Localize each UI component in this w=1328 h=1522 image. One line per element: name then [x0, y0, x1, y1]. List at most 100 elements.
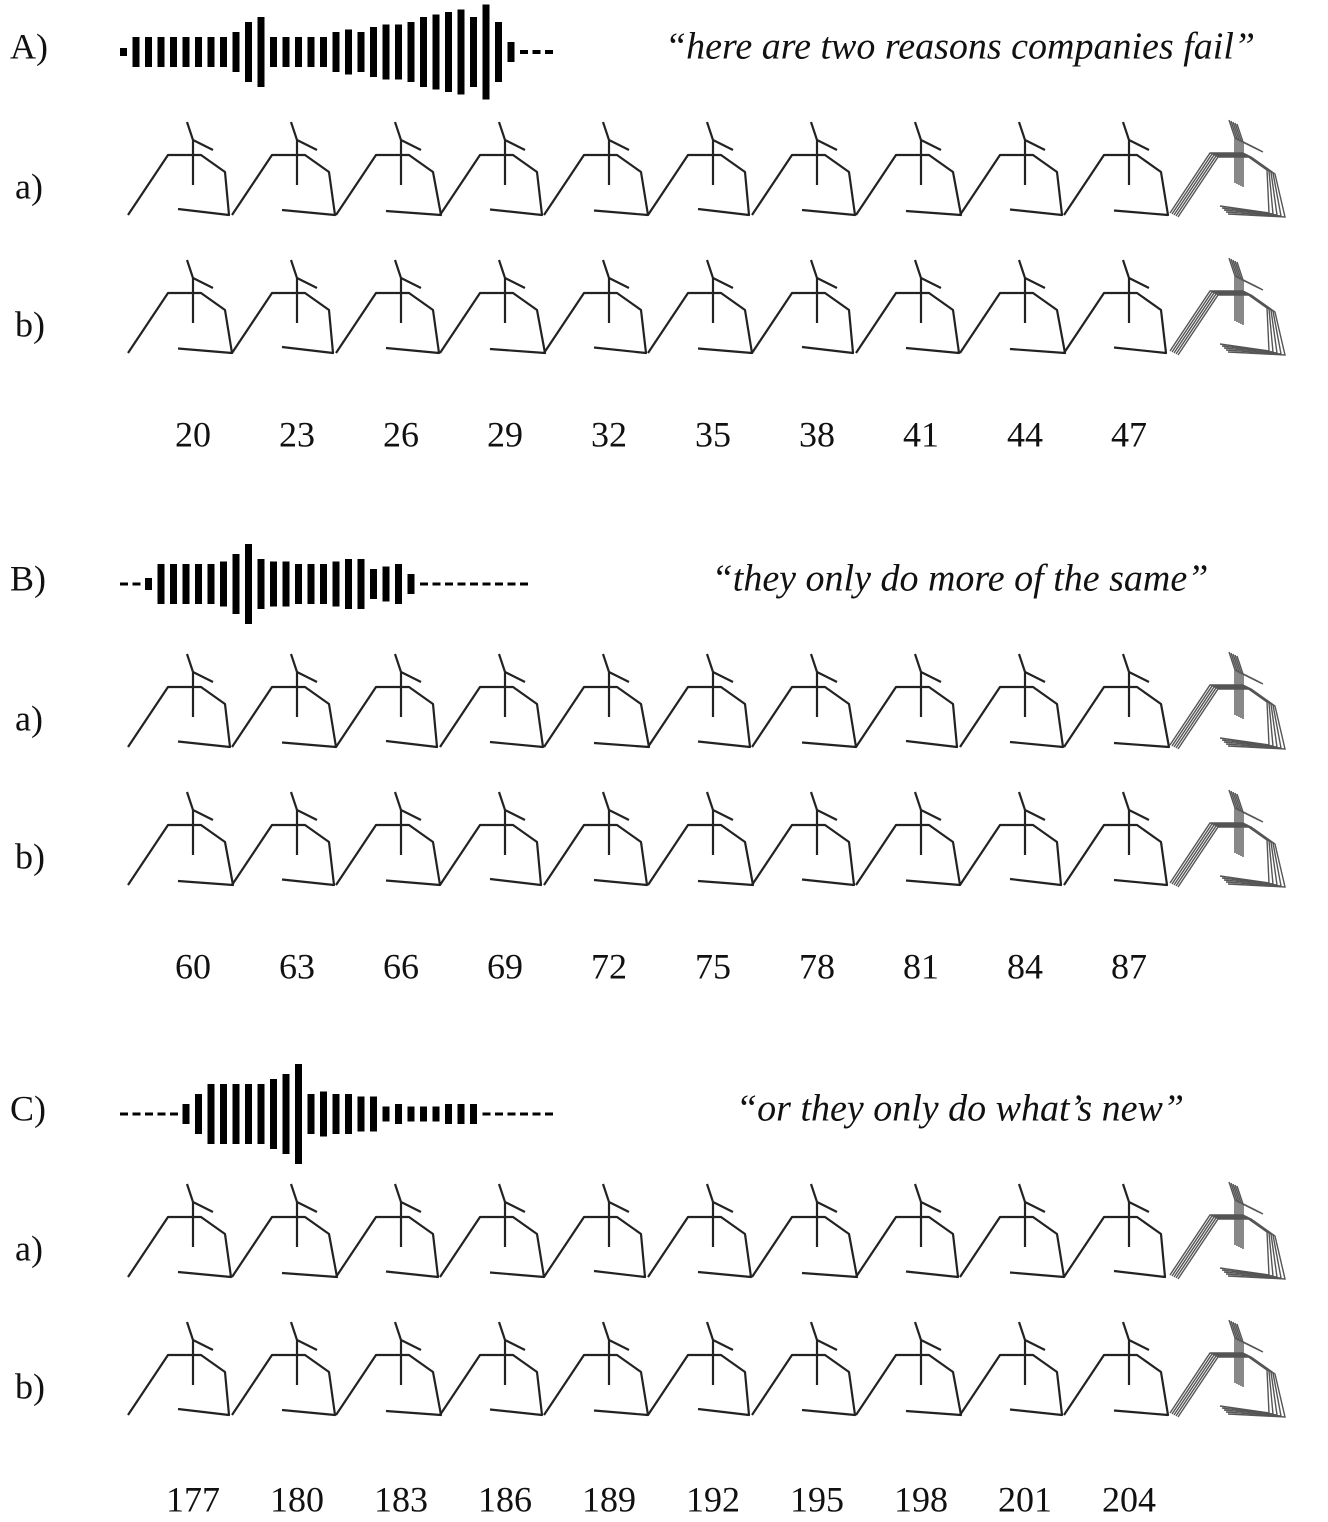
pose-figure — [440, 654, 543, 747]
waveform-bar — [283, 37, 290, 67]
waveform-bar — [358, 1097, 365, 1132]
waveform-bar — [345, 1094, 352, 1134]
waveform-bar — [158, 37, 165, 67]
waveform-bar — [333, 562, 340, 607]
frame-number: 72 — [591, 946, 627, 986]
pose-figure — [648, 260, 752, 353]
pose-figure — [648, 1322, 749, 1415]
frame-number: 60 — [175, 946, 211, 986]
waveform-bar — [483, 583, 491, 586]
panel-label: B) — [10, 558, 46, 598]
pose-figure — [128, 1184, 231, 1277]
pose-figure — [856, 260, 959, 353]
waveform-bar — [170, 564, 177, 604]
pose-figure — [336, 654, 437, 747]
waveform-bar — [333, 32, 340, 72]
waveform-bar — [458, 583, 466, 586]
waveform-bar — [395, 25, 402, 80]
pose-figure — [1064, 1184, 1165, 1277]
waveform-bar — [433, 1107, 440, 1122]
frame-number: 47 — [1111, 414, 1147, 454]
waveform-bar — [470, 1104, 477, 1124]
frame-number: 180 — [270, 1479, 324, 1519]
waveform-bar — [395, 564, 402, 604]
waveform-bar — [283, 1074, 290, 1154]
pose-figure — [752, 654, 856, 747]
pose-figure — [232, 654, 336, 747]
waveform-bar — [295, 564, 302, 604]
pose-figure — [856, 1184, 958, 1277]
frame-number: 66 — [383, 946, 419, 986]
frame-number: 20 — [175, 414, 211, 454]
pose-figure — [1064, 260, 1166, 353]
pose-figure — [336, 1184, 438, 1277]
waveform-bar — [370, 27, 377, 77]
frame-number: 192 — [686, 1479, 740, 1519]
pose-figure — [232, 792, 334, 885]
waveform-bar — [345, 30, 352, 75]
pose-figure — [440, 260, 545, 353]
pose-figure — [440, 122, 542, 215]
pose-figure — [752, 1184, 857, 1277]
pose-figure — [440, 1322, 542, 1415]
quote: “or they only do what’s new” — [736, 1088, 1184, 1130]
pose-figure — [544, 1322, 648, 1415]
waveform-bar — [233, 32, 240, 72]
pose-figure — [232, 260, 333, 353]
frame-number: 189 — [582, 1479, 636, 1519]
waveform-bar — [445, 12, 452, 92]
waveform-bar — [333, 1094, 340, 1134]
waveform-bar — [395, 1104, 402, 1124]
waveform-bar — [445, 1104, 452, 1124]
waveform-bar — [233, 554, 240, 614]
quote: “they only do more of the same” — [712, 558, 1209, 600]
frame-number: 32 — [591, 414, 627, 454]
waveform-bar — [408, 22, 415, 82]
row-label: a) — [15, 1228, 43, 1268]
waveform-bar — [133, 583, 141, 586]
pose-figure — [648, 122, 749, 215]
quote: “here are two reasons companies fail” — [665, 26, 1255, 68]
waveform-bar — [133, 1113, 141, 1116]
frame-number: 183 — [374, 1479, 428, 1519]
waveform-bar — [170, 37, 177, 67]
frame-number: 38 — [799, 414, 835, 454]
waveform-bar — [308, 37, 315, 67]
waveform-bar — [220, 562, 227, 607]
waveform-bar — [220, 1084, 227, 1144]
pose-figure — [440, 1184, 544, 1277]
pose-figure — [232, 122, 335, 215]
pose-figure — [128, 1322, 229, 1415]
waveform-bar — [495, 1113, 503, 1116]
frame-number: 81 — [903, 946, 939, 986]
waveform-bar — [195, 564, 202, 604]
row-label: a) — [15, 166, 43, 206]
waveform-bar — [295, 1064, 302, 1164]
frame-number: 69 — [487, 946, 523, 986]
waveform-bar — [433, 583, 441, 586]
waveform-bar — [520, 1113, 528, 1116]
waveform-bar — [245, 544, 252, 624]
waveform-bar — [133, 37, 140, 67]
waveform-bar — [358, 32, 365, 72]
waveform-bar — [533, 50, 541, 54]
frame-number: 84 — [1007, 946, 1043, 986]
frame-number: 204 — [1102, 1479, 1156, 1519]
waveform-bar — [270, 562, 277, 607]
waveform-bar — [208, 564, 215, 604]
waveform-bar — [520, 50, 528, 54]
waveform-bar — [383, 567, 390, 602]
pose-figure — [856, 792, 960, 885]
pose-figure — [336, 792, 440, 885]
waveform-bar — [233, 1084, 240, 1144]
row-label: b) — [15, 1366, 45, 1406]
pose-figure — [544, 122, 648, 215]
waveform-bar — [545, 50, 553, 54]
waveform-bar — [120, 1113, 128, 1116]
waveform-bar — [470, 583, 478, 586]
waveform-bar — [445, 583, 453, 586]
pose-figure — [752, 122, 855, 215]
row-label: a) — [15, 698, 43, 738]
pose-figure — [752, 792, 854, 885]
waveform-bar — [170, 1113, 178, 1116]
